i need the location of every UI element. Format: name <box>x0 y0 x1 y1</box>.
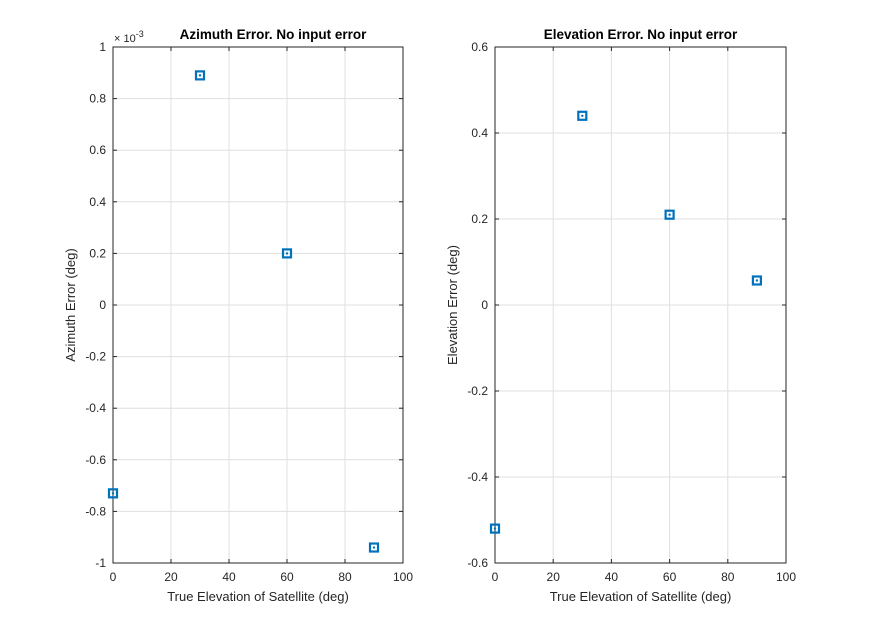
chart1-ytick-label-6: 0.2 <box>89 246 106 260</box>
chart2-ytick-label-5: 0.4 <box>471 126 488 140</box>
chart1-xtick-label-2: 40 <box>222 570 236 584</box>
chart1-point-2 <box>281 248 293 259</box>
chart1-y-exponent-power: -3 <box>136 29 144 39</box>
chart1-xlabel: True Elevation of Satellite (deg) <box>167 589 349 604</box>
chart1-ytick-label-8: 0.6 <box>89 143 106 157</box>
chart2-point-1-dot <box>581 114 584 118</box>
chart1-xtick-label-5: 100 <box>393 570 413 584</box>
chart1-point-3-dot <box>372 546 376 549</box>
chart2-title: Elevation Error. No input error <box>544 27 738 42</box>
chart2-point-3 <box>751 275 763 286</box>
chart1-axes: 0 20 40 60 80 100 -1 -0.8 -0.6 -0.4 -0.2 0 0.2 0.4 0.6… <box>63 27 413 604</box>
chart1-xtick-label-0: 0 <box>110 570 117 584</box>
chart2-ytick-label-0: -0.6 <box>467 556 488 570</box>
chart1-ytick-label-0: -1 <box>95 556 106 570</box>
chart1-point-1-marker <box>194 70 206 81</box>
chart2-point-2 <box>664 209 675 220</box>
chart2-ytick-label-3: 0 <box>481 298 488 312</box>
chart2-point-0-dot <box>493 527 497 530</box>
chart1-ytick-label-9: 0.8 <box>89 92 106 106</box>
chart2-xtick-label-4: 80 <box>721 570 735 584</box>
chart1-ytick-label-4: -0.2 <box>85 350 106 364</box>
chart1-ylabel: Azimuth Error (deg) <box>63 248 78 361</box>
chart2-point-0-marker <box>489 523 501 534</box>
chart2-ytick-label-2: -0.2 <box>467 384 488 398</box>
chart2-xtick-label-2: 40 <box>605 570 619 584</box>
chart2-point-1 <box>577 110 588 121</box>
chart2-xtick-label-3: 60 <box>663 570 677 584</box>
chart2-point-3-marker <box>751 275 763 286</box>
chart1-ytick-label-10: 1 <box>99 40 106 54</box>
chart1-ytick-label-3: -0.4 <box>85 401 106 415</box>
chart1-point-2-dot <box>285 252 289 255</box>
chart1-point-0-marker <box>107 488 119 499</box>
chart2-axes: 0 20 40 60 80 100 -0.6 -0.4 -0.2 0 0.2 0.4 0.6 Elevat… <box>445 27 796 604</box>
chart1-point-3 <box>368 542 380 553</box>
chart2-ytick-label-6: 0.6 <box>471 40 488 54</box>
chart2-ytick-label-4: 0.2 <box>471 212 488 226</box>
chart1-point-0-dot <box>111 492 115 495</box>
chart1-point-1 <box>194 70 206 81</box>
chart2-xtick-label-5: 100 <box>776 570 796 584</box>
chart1-y-exponent-base: × 10 <box>114 33 136 45</box>
chart1-ytick-label-2: -0.6 <box>85 453 106 467</box>
chart2-point-2-dot <box>668 213 671 216</box>
chart2-ytick-label-1: -0.4 <box>467 470 488 484</box>
chart1-title: Azimuth Error. No input error <box>180 27 368 42</box>
chart1-y-exponent: × 10-3 <box>114 29 144 45</box>
chart2-xtick-label-1: 20 <box>547 570 561 584</box>
chart1-point-2-marker <box>281 248 293 259</box>
chart2-xlabel: True Elevation of Satellite (deg) <box>550 589 732 604</box>
chart1-point-3-marker <box>368 542 380 553</box>
chart1-xtick-label-3: 60 <box>280 570 294 584</box>
chart2-xtick-label-0: 0 <box>492 570 499 584</box>
chart1-xtick-label-1: 20 <box>164 570 178 584</box>
chart1-ytick-label-7: 0.4 <box>89 195 106 209</box>
chart2-point-0 <box>489 523 501 534</box>
chart1-point-1-dot <box>198 74 202 77</box>
chart2-ylabel: Elevation Error (deg) <box>445 245 460 365</box>
chart2-point-2-marker <box>664 209 675 220</box>
chart1-ytick-label-1: -0.8 <box>85 504 106 518</box>
chart1-ytick-label-5: 0 <box>99 298 106 312</box>
chart1-xtick-label-4: 80 <box>338 570 352 584</box>
chart2-point-1-marker <box>577 110 588 121</box>
chart1-point-0 <box>107 488 119 499</box>
chart2-point-3-dot <box>755 279 759 282</box>
